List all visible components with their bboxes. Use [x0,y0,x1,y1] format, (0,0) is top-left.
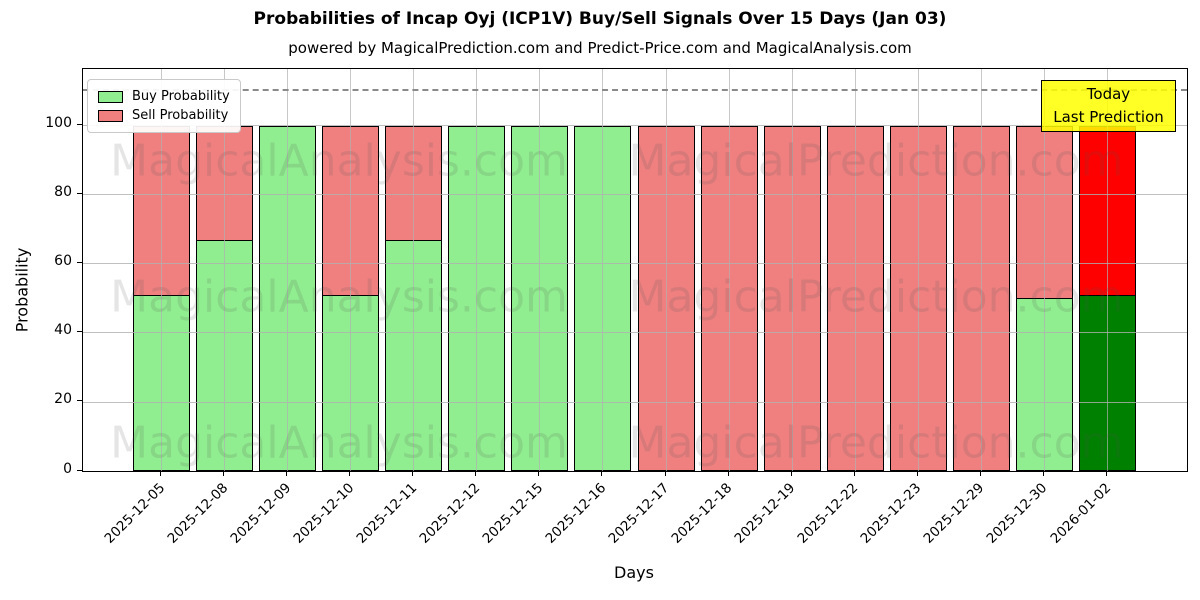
gridline-x [665,69,667,471]
x-tick-mark [160,471,161,476]
gridline-x [602,69,604,471]
x-tick-mark [979,471,981,476]
x-tick-mark [601,471,603,476]
y-tick-label: 0 [63,460,72,477]
x-tick-mark [916,471,918,476]
today-annotation-line1: Today [1086,85,1131,103]
bar-slot [887,69,950,471]
gridline-x [980,69,982,471]
gridline-x [539,69,541,471]
x-axis-label: Days [614,563,654,582]
gridline-x [854,69,856,471]
y-tick-mark [77,193,82,195]
y-tick-label: 60 [54,253,72,270]
bar-slot [382,69,445,471]
gridline-x [917,69,919,471]
gridline-y [83,401,1187,403]
today-annotation: Today Last Prediction [1041,80,1176,132]
y-tick-label: 20 [54,391,72,408]
legend-label-sell: Sell Probability [132,108,229,123]
y-tick-label: 40 [54,322,72,339]
gridline-y [83,263,1187,265]
gridline-x [1106,69,1108,471]
chart-title: Probabilities of Incap Oyj (ICP1V) Buy/S… [253,9,947,29]
gridline-y [83,125,1187,127]
x-tick-mark [790,471,792,476]
today-annotation-line2: Last Prediction [1053,108,1164,126]
x-tick-mark [1042,471,1044,476]
legend-item-sell: Sell Probability [98,106,230,125]
plot-area: Buy Probability Sell Probability Today L… [82,68,1188,472]
x-tick-mark [349,471,351,476]
legend-swatch-sell-icon [98,109,123,122]
y-tick-label: 100 [45,115,72,132]
gridline-x [161,69,162,471]
y-tick-mark [77,469,82,471]
chart-subtitle: powered by MagicalPrediction.com and Pre… [288,39,912,57]
x-tick-mark [412,471,414,476]
legend-swatch-buy-icon [98,90,123,103]
bar-slot [193,69,256,471]
legend-item-buy: Buy Probability [98,87,230,106]
x-tick-mark [538,471,540,476]
bars-layer [130,69,1139,471]
bar-slot [950,69,1013,471]
bar-slot [698,69,761,471]
bar-slot [130,69,193,471]
bar-slot [508,69,571,471]
gridline-x [224,69,226,471]
bar-slot [761,69,824,471]
y-tick-mark [77,331,82,333]
y-tick-label: 80 [54,184,72,201]
bar-slot [1013,69,1076,471]
y-tick-mark [77,262,82,264]
bar-slot [635,69,698,471]
bar-slot [824,69,887,471]
gridline-x [728,69,730,471]
x-tick-mark [1106,471,1107,476]
bar-slot [319,69,382,471]
gridline-x [1043,69,1045,471]
gridline-x [287,69,289,471]
gridline-x [476,69,478,471]
gridline-x [791,69,793,471]
dashed-threshold-line [83,89,1187,92]
gridline-x [413,69,415,471]
y-tick-mark [77,400,82,402]
x-tick-mark [664,471,666,476]
bar-slot [256,69,319,471]
bar-slot [571,69,634,471]
bar-slot [445,69,508,471]
x-tick-mark [853,471,855,476]
x-tick-mark [286,471,288,476]
x-tick-mark [475,471,477,476]
gridline-y [83,332,1187,334]
bar-slot [1076,69,1139,471]
x-tick-mark [223,471,225,476]
gridline-x [350,69,352,471]
legend-label-buy: Buy Probability [132,89,230,104]
y-tick-mark [77,124,82,126]
x-tick-mark [727,471,729,476]
legend: Buy Probability Sell Probability [87,79,241,133]
gridline-y [83,194,1187,196]
